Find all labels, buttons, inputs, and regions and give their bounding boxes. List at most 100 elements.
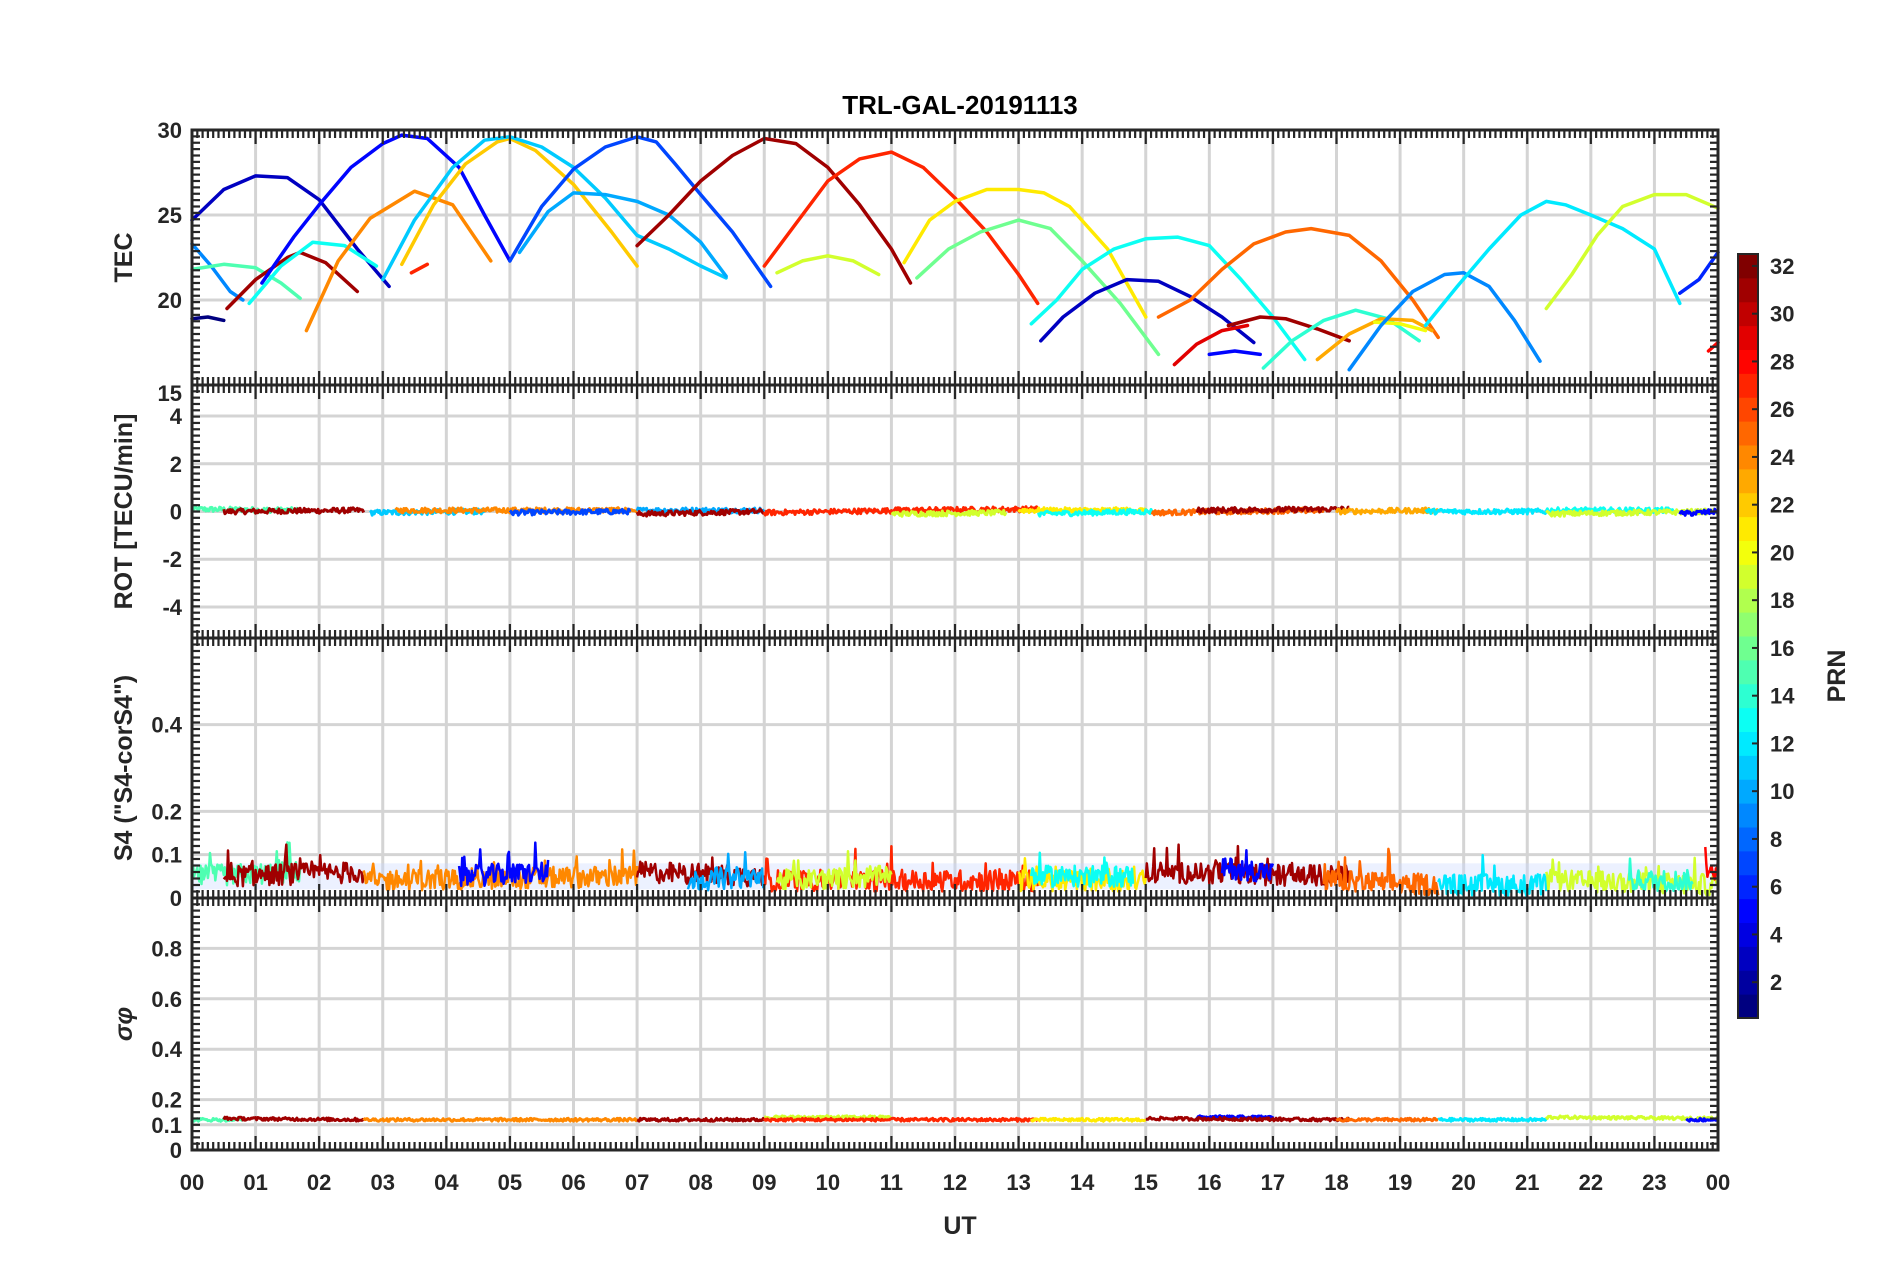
series-line-prn-6 (1678, 250, 1720, 295)
series-line-prn-21 (1029, 1116, 1147, 1123)
colorbar-segment (1738, 850, 1758, 876)
colorbar-tick-label: 22 (1770, 493, 1794, 518)
x-tick-label: 09 (752, 1170, 776, 1195)
y-tick-label: 2 (170, 452, 182, 477)
colorbar-segment (1738, 612, 1758, 637)
colorbar-segment (1738, 755, 1758, 780)
x-tick-label: 22 (1579, 1170, 1603, 1195)
colorbar-tick-label: 12 (1770, 731, 1794, 756)
chart-title: TRL-GAL-20191113 (842, 90, 1078, 120)
series-line-prn-5 (260, 133, 512, 285)
series-line-prn-5 (457, 841, 550, 888)
x-tick-label: 21 (1515, 1170, 1539, 1195)
colorbar-segment (1738, 325, 1758, 350)
x-tick-label: 00 (180, 1170, 204, 1195)
y-tick-label: 0.2 (151, 799, 182, 824)
y-tick-label: 0.8 (151, 936, 182, 961)
series-line-prn-27 (891, 505, 1040, 514)
colorbar-segment (1738, 659, 1758, 685)
colorbar-segment (1738, 564, 1758, 589)
colorbar-segment (1738, 922, 1758, 947)
colorbar-segment (1738, 540, 1758, 565)
series-line-prn-5 (1685, 1117, 1720, 1123)
x-tick-label: 04 (434, 1170, 459, 1195)
series-line-prn-12 (1437, 1116, 1548, 1123)
series-line-prn-23 (1315, 316, 1434, 362)
colorbar-segment (1738, 421, 1758, 446)
colorbar-segment (1738, 468, 1758, 494)
series-line-prn-3 (1039, 277, 1256, 345)
series-line-prn-23 (1335, 506, 1440, 516)
panel-s4: 0 0.1 0.2 0.4 S4 ("S4-corS4") (110, 636, 1720, 911)
series-line-prn-29 (1172, 323, 1250, 367)
series-line-prn-13 (1030, 851, 1135, 889)
colorbar-segment (1738, 373, 1758, 398)
colorbar-tick-label: 18 (1770, 588, 1794, 613)
series-line-prn-31 (635, 856, 766, 888)
colorbar-tick-label: 2 (1770, 970, 1782, 995)
series-line-prn-12 (1423, 199, 1682, 328)
y-tick-label: 0.4 (151, 1037, 182, 1062)
series-line-prn-31 (636, 1116, 766, 1123)
series-line-prn-10 (686, 850, 766, 892)
series-line-prn-31 (635, 507, 766, 518)
series-line-prn-21 (902, 187, 1148, 319)
colorbar-segment (1738, 254, 1758, 279)
colorbar-tick-label: 4 (1770, 922, 1783, 947)
series-line-prn-31 (222, 1115, 365, 1123)
x-tick-label: 08 (688, 1170, 712, 1195)
series-line-prn-12 (1424, 507, 1548, 516)
series-line-prn-14 (1627, 857, 1694, 893)
series-line-prn-31 (222, 843, 365, 888)
series-line-prn-9 (1347, 271, 1542, 372)
series-line-prn-19 (775, 254, 881, 277)
x-tick-label: 11 (880, 1170, 903, 1195)
y-axis-label: σφ (110, 1007, 138, 1041)
y-tick-label: 0.1 (151, 843, 182, 868)
colorbar-segment (1738, 731, 1758, 756)
x-tick-label: 20 (1451, 1170, 1475, 1195)
series-line-prn-11 (381, 135, 728, 282)
colorbar-segment (1738, 827, 1758, 852)
series-line-prn-13 (1036, 507, 1154, 518)
x-tick-label: 15 (1134, 1170, 1158, 1195)
x-tick-label: 07 (625, 1170, 649, 1195)
colorbar-tick-label: 32 (1770, 254, 1794, 279)
y-axis-label: TEC (110, 233, 138, 283)
colorbar-frame (1737, 253, 1759, 1019)
colorbar-segment (1738, 301, 1758, 327)
x-tick-label: 00 (1706, 1170, 1730, 1195)
colorbar-segment (1738, 349, 1758, 374)
x-tick-label: 16 (1197, 1170, 1221, 1195)
y-tick-label-extra: 15 (158, 381, 182, 406)
colorbar-tick-label: 14 (1770, 684, 1795, 709)
panel-sigma: 00.10.2 0.4 0.6 0.8 σφ (110, 896, 1720, 1163)
x-tick-label: 13 (1006, 1170, 1030, 1195)
series-line-prn-5 (1678, 507, 1720, 517)
series-line-prn-27 (762, 150, 1040, 306)
series-line-prn-9 (190, 242, 245, 302)
series-line-prn-25 (1335, 1116, 1439, 1123)
y-axis-label: S4 ("S4-corS4") (110, 675, 138, 861)
x-tick-label: 19 (1388, 1170, 1412, 1195)
x-axis-label: UT (943, 1212, 976, 1240)
y-tick-label: 4 (170, 404, 183, 429)
panel-tec: 20 25 30 15 TEC (110, 118, 1720, 406)
colorbar-segment (1738, 779, 1758, 804)
x-tick-label: 18 (1324, 1170, 1348, 1195)
colorbar-tick-label: 24 (1770, 445, 1795, 470)
series-line-prn-19 (890, 508, 1008, 518)
y-tick-label: 20 (158, 288, 182, 313)
colorbar-tick-label: 26 (1770, 397, 1794, 422)
colorbar-label: PRN (1823, 650, 1851, 703)
colorbar-segment (1738, 803, 1758, 828)
colorbar-tick-label: 10 (1770, 779, 1794, 804)
colorbar-segment (1738, 277, 1758, 303)
series-line-prn-27 (762, 1116, 1039, 1123)
x-tick-label: 01 (243, 1170, 267, 1195)
x-tick-label: 06 (561, 1170, 585, 1195)
series-line-prn-5 (1220, 849, 1275, 883)
series-line-prn-25 (1322, 847, 1440, 897)
